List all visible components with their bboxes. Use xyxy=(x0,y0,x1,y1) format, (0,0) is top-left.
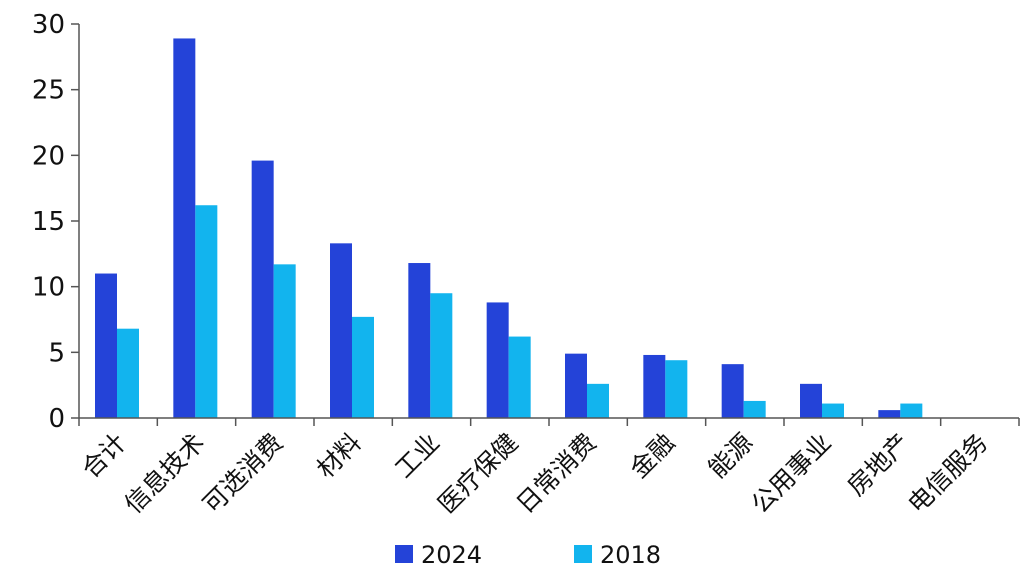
x-tick-label: 医疗保健 xyxy=(432,428,523,519)
bars-layer xyxy=(95,38,923,418)
bar-2018-10 xyxy=(900,403,923,418)
bar-2024-10 xyxy=(878,410,901,418)
x-tick-label: 电信服务 xyxy=(902,428,993,519)
bar-2024-9 xyxy=(800,383,822,418)
legend-swatch-2018 xyxy=(574,545,592,563)
bar-2018-1 xyxy=(195,205,218,418)
x-tick-label: 公用事业 xyxy=(746,428,837,519)
bar-2024-5 xyxy=(486,302,509,418)
x-tick-label: 日常消费 xyxy=(511,428,602,519)
y-tick-label: 5 xyxy=(48,338,65,368)
y-tick-label: 25 xyxy=(32,76,65,106)
y-tick-label: 30 xyxy=(32,10,65,40)
x-tick-label: 工业 xyxy=(389,428,445,484)
bar-2024-2 xyxy=(251,160,274,418)
bar-2024-0 xyxy=(95,273,117,418)
bar-2018-9 xyxy=(822,403,844,418)
x-tick-label: 金融 xyxy=(624,428,680,484)
legend-label-2024: 2024 xyxy=(421,541,482,569)
bar-2024-4 xyxy=(408,263,431,418)
x-tick-label: 合计 xyxy=(76,428,132,484)
x-tick-label: 房地产 xyxy=(842,428,916,502)
bar-2018-4 xyxy=(430,293,453,418)
y-tick-label: 20 xyxy=(32,141,65,171)
bar-2018-2 xyxy=(273,264,296,418)
bar-2018-3 xyxy=(352,316,374,418)
bar-2024-7 xyxy=(643,354,666,418)
y-tick-label: 10 xyxy=(32,273,65,303)
x-tick-label: 信息技术 xyxy=(119,428,210,519)
bar-2018-5 xyxy=(508,336,531,418)
bar-2018-6 xyxy=(587,383,609,418)
y-tick-label: 0 xyxy=(48,404,65,434)
x-tick-label: 能源 xyxy=(703,428,759,484)
bar-2024-8 xyxy=(721,364,744,418)
legend-swatch-2024 xyxy=(395,545,413,563)
y-tick-label: 15 xyxy=(32,207,65,237)
x-tick-label: 可选消费 xyxy=(197,428,288,519)
bar-2024-1 xyxy=(173,38,196,418)
bar-2018-0 xyxy=(117,328,139,418)
y-axis: 0 5 10 15 20 25 30 xyxy=(32,10,79,434)
bar-2024-3 xyxy=(330,243,352,418)
bar-2018-7 xyxy=(665,360,688,418)
bar-2018-8 xyxy=(743,400,766,418)
x-tick-label: 材料 xyxy=(311,428,367,484)
legend-label-2018: 2018 xyxy=(600,541,661,569)
legend: 2024 2018 xyxy=(395,541,661,569)
bar-2024-6 xyxy=(565,353,587,418)
